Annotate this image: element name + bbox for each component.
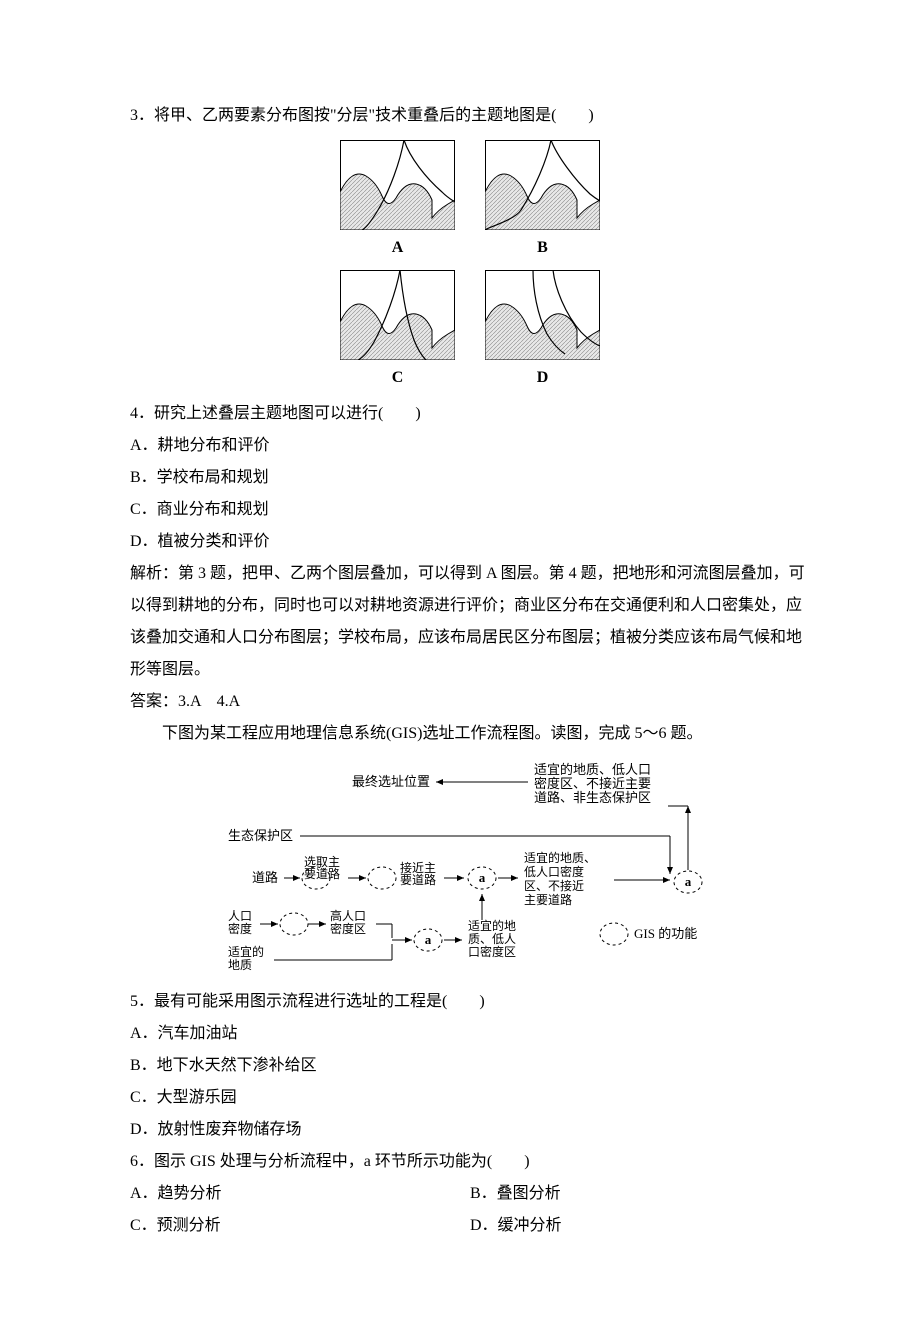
q6-text: 6．图示 GIS 处理与分析流程中，a 环节所示功能为( ) (130, 1146, 810, 1178)
map-B-svg (485, 140, 600, 230)
map-D: D (485, 270, 600, 394)
flow-near-main-2: 要道路 (400, 872, 436, 887)
intro-5-6: 下图为某工程应用地理信息系统(GIS)选址工作流程图。读图，完成 5～6 题。 (130, 718, 810, 750)
map-C-label: C (392, 362, 404, 394)
gis-flow-diagram: 最终选址位置 适宜的地质、低人口 密度区、不接近主要 道路、非生态保护区 a 生… (130, 758, 810, 978)
flow-pop-1: 人口 (228, 909, 252, 923)
flow-a-bottom: a (425, 932, 432, 947)
flow-rcrit-1: 适宜的地质、 (524, 850, 596, 865)
flow-mcrit-2: 质、低人 (468, 932, 516, 946)
map-A-label: A (392, 232, 404, 264)
map-B: B (485, 140, 600, 264)
flow-rcrit-4: 主要道路 (524, 892, 572, 907)
gis-flow-svg: 最终选址位置 适宜的地质、低人口 密度区、不接近主要 道路、非生态保护区 a 生… (200, 758, 740, 978)
q3-figure: A B C D (130, 140, 810, 394)
flow-gis-func: GIS 的功能 (634, 926, 697, 941)
flow-a-mid: a (479, 870, 486, 885)
flow-select-main-2: 要道路 (304, 866, 340, 881)
q3-text: 3．将甲、乙两要素分布图按"分层"技术重叠后的主题地图是( ) (130, 100, 810, 132)
explanation-3-4: 解析：第 3 题，把甲、乙两个图层叠加，可以得到 A 图层。第 4 题，把地形和… (130, 558, 810, 686)
q4-opt-C: C．商业分布和规划 (130, 494, 810, 526)
q4-text: 4．研究上述叠层主题地图可以进行( ) (130, 398, 810, 430)
flow-mcrit-3: 口密度区 (468, 944, 516, 959)
flow-pop-2: 密度 (228, 921, 252, 936)
q5-opt-A: A．汽车加油站 (130, 1018, 810, 1050)
flow-criteria-line2: 密度区、不接近主要 (534, 776, 651, 791)
q5-opt-D: D．放射性废弃物储存场 (130, 1114, 810, 1146)
q4-opt-A: A．耕地分布和评价 (130, 430, 810, 462)
map-A-svg (340, 140, 455, 230)
flow-geo-2: 地质 (228, 958, 252, 972)
flow-rcrit-2: 低人口密度 (524, 864, 584, 879)
q6-opt-B: B．叠图分析 (470, 1178, 561, 1210)
answer-3-4: 答案：3.A 4.A (130, 686, 810, 718)
flow-highpop-1: 高人口 (330, 908, 366, 923)
flow-geo-1: 适宜的 (228, 944, 264, 959)
flow-a-right: a (685, 874, 692, 889)
map-C-svg (340, 270, 455, 360)
map-B-label: B (537, 232, 548, 264)
q4-opt-B: B．学校布局和规划 (130, 462, 810, 494)
q5-text: 5．最有可能采用图示流程进行选址的工程是( ) (130, 986, 810, 1018)
flow-criteria-line1: 适宜的地质、低人口 (534, 762, 651, 777)
flow-road-label: 道路 (252, 870, 278, 885)
flow-highpop-2: 密度区 (330, 921, 366, 936)
map-D-label: D (537, 362, 549, 394)
flow-eco-label: 生态保护区 (228, 828, 293, 843)
flow-mcrit-1: 适宜的地 (468, 918, 516, 933)
q5-opt-B: B．地下水天然下渗补给区 (130, 1050, 810, 1082)
q6-opt-D: D．缓冲分析 (470, 1210, 562, 1242)
q6-opt-C: C．预测分析 (130, 1210, 470, 1242)
map-D-svg (485, 270, 600, 360)
flow-rcrit-3: 区、不接近 (524, 878, 584, 893)
q6-opt-A: A．趋势分析 (130, 1178, 470, 1210)
map-A: A (340, 140, 455, 264)
q5-opt-C: C．大型游乐园 (130, 1082, 810, 1114)
flow-criteria-line3: 道路、非生态保护区 (534, 790, 651, 805)
flow-final-label: 最终选址位置 (352, 774, 430, 789)
q4-opt-D: D．植被分类和评价 (130, 526, 810, 558)
map-C: C (340, 270, 455, 394)
